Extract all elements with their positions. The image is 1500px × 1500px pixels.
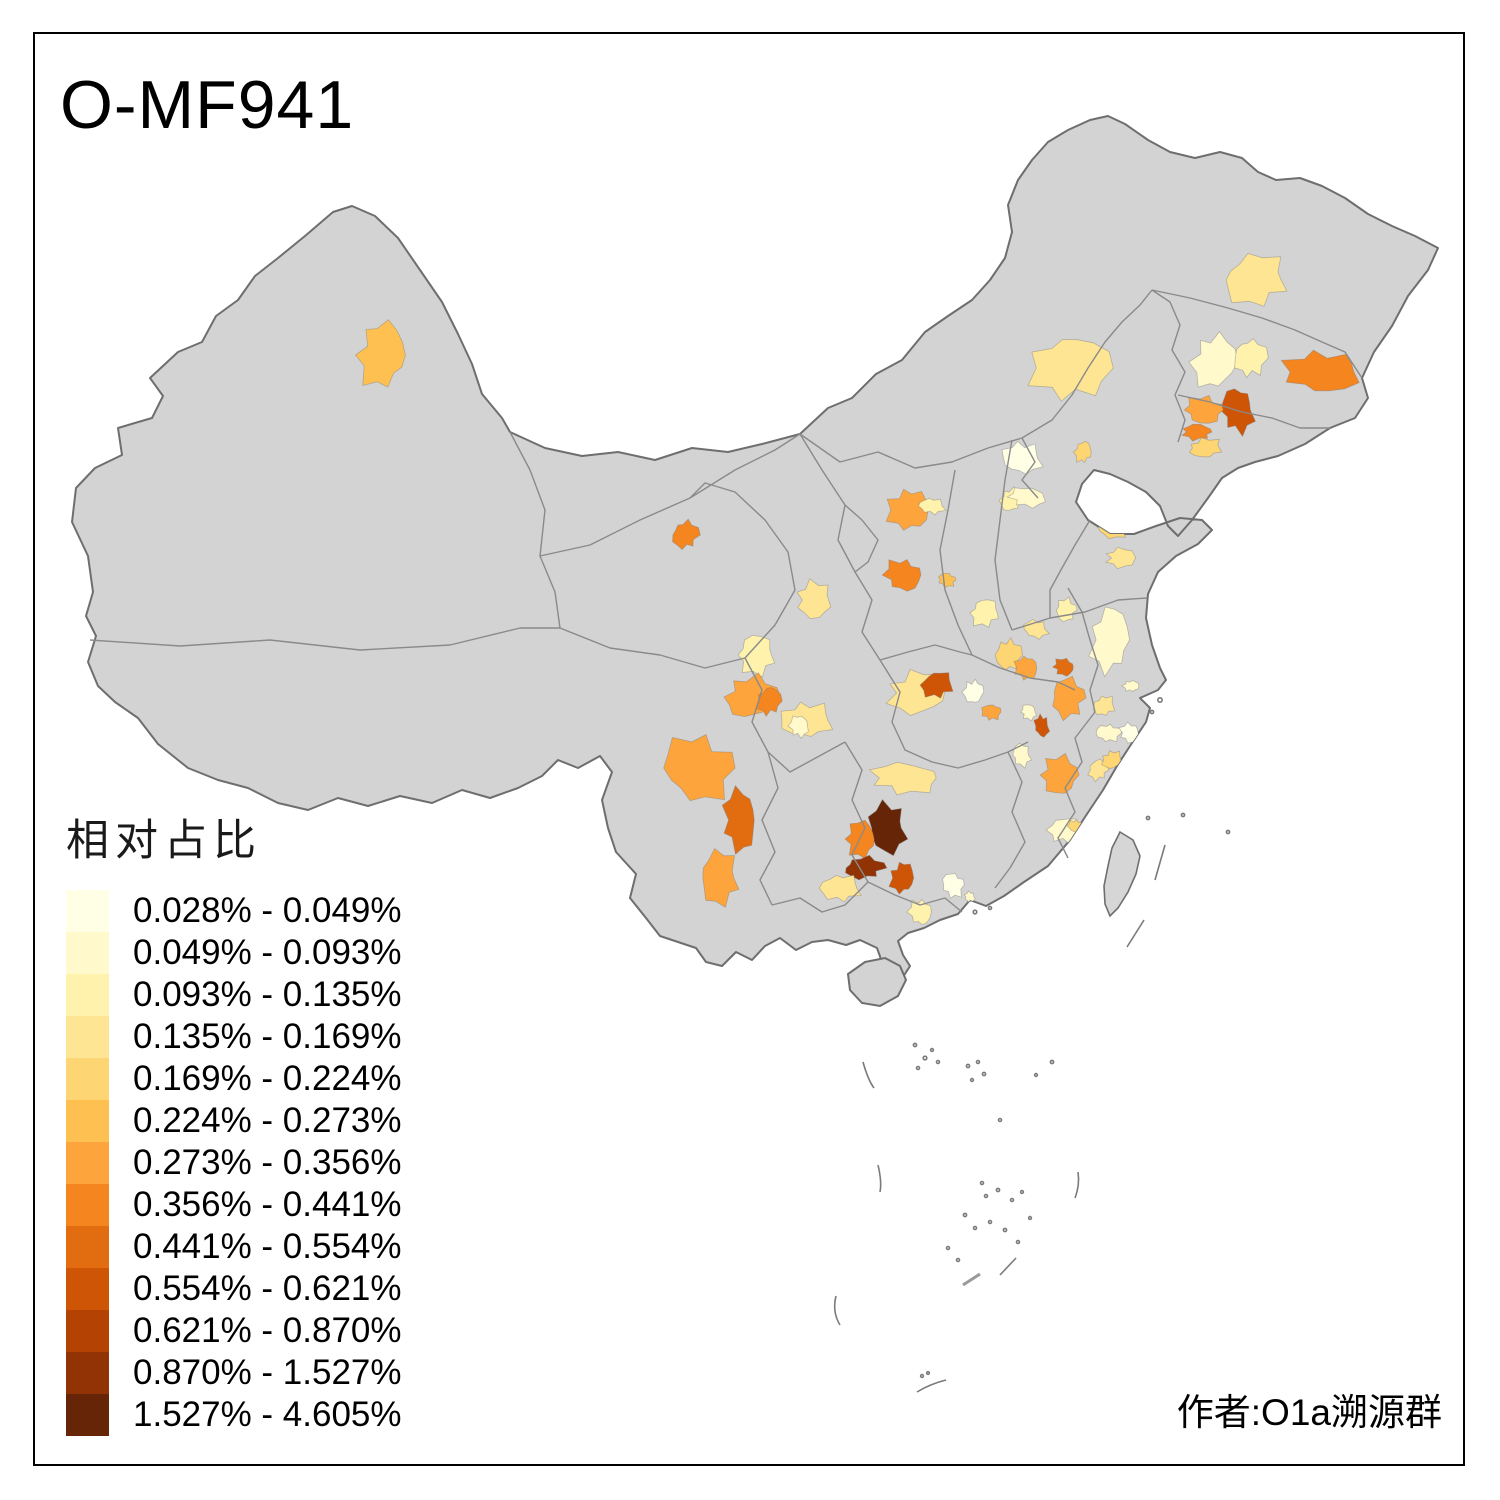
legend-swatch <box>66 1184 109 1226</box>
map-region <box>1095 723 1123 743</box>
map-region <box>969 599 999 628</box>
legend-label: 1.527% - 4.605% <box>133 1395 402 1434</box>
map-region <box>1006 487 1047 509</box>
legend-label: 0.135% - 0.169% <box>133 1017 402 1056</box>
map-region <box>919 672 954 699</box>
map-region <box>663 734 736 802</box>
map-region <box>1120 679 1140 692</box>
legend-label: 0.028% - 0.049% <box>133 891 402 930</box>
map-region <box>1183 394 1224 424</box>
map-region <box>1072 440 1092 464</box>
legend-row: 0.554% - 0.621% <box>66 1268 402 1310</box>
map-region <box>1100 749 1122 769</box>
legend-swatch <box>66 1268 109 1310</box>
legend-row: 0.621% - 0.870% <box>66 1310 402 1352</box>
province-borders <box>89 289 1363 913</box>
plot-border <box>33 32 1465 1466</box>
map-region <box>917 497 947 516</box>
legend-row: 0.169% - 0.224% <box>66 1058 402 1100</box>
legend-label: 0.870% - 1.527% <box>133 1353 402 1392</box>
legend-row: 0.135% - 0.169% <box>66 1016 402 1058</box>
legend-label: 0.554% - 0.621% <box>133 1269 402 1308</box>
map-region <box>867 798 909 857</box>
map-region <box>1033 713 1051 738</box>
legend-label: 0.093% - 0.135% <box>133 975 402 1014</box>
map-region <box>796 578 832 620</box>
legend-row: 0.441% - 0.554% <box>66 1226 402 1268</box>
map-region <box>888 861 915 895</box>
legend-title: 相对占比 <box>66 817 262 865</box>
map-region <box>702 847 740 908</box>
legend-label: 0.441% - 0.554% <box>133 1227 402 1266</box>
legend-row: 0.049% - 0.093% <box>66 932 402 974</box>
legend-swatch <box>66 1058 109 1100</box>
legend-row: 0.224% - 0.273% <box>66 1100 402 1142</box>
legend-label: 0.621% - 0.870% <box>133 1311 402 1350</box>
map-region <box>961 678 985 703</box>
map-region <box>1105 546 1137 570</box>
map-region <box>1180 423 1213 442</box>
legend-row: 0.028% - 0.049% <box>66 890 402 932</box>
legend-swatch <box>66 890 109 932</box>
choropleth-regions <box>354 253 1360 926</box>
legend-swatch <box>66 932 109 974</box>
legend-row: 0.870% - 1.527% <box>66 1352 402 1394</box>
map-region <box>1088 606 1131 678</box>
map-region <box>881 558 922 592</box>
map-region <box>721 784 755 855</box>
map-region <box>1052 675 1087 722</box>
map-region <box>868 761 937 796</box>
legend-label: 0.224% - 0.273% <box>133 1101 402 1140</box>
legend-swatch <box>66 1142 109 1184</box>
sea-islands <box>833 696 1231 1393</box>
map-region <box>787 715 809 739</box>
map-region <box>1051 657 1074 677</box>
legend-swatch <box>66 1394 109 1436</box>
legend-swatch <box>66 1016 109 1058</box>
map-region <box>1019 704 1038 722</box>
legend-label: 0.169% - 0.224% <box>133 1059 402 1098</box>
legend-swatch <box>66 1352 109 1394</box>
map-region <box>981 704 1002 721</box>
map-region <box>906 898 932 926</box>
map-region <box>1039 752 1080 794</box>
map-region <box>942 873 965 899</box>
legend-rows: 0.028% - 0.049% 0.049% - 0.093% 0.093% - 0… <box>66 890 402 1436</box>
map-region <box>1280 349 1360 392</box>
taiwan-island <box>1103 830 1141 918</box>
legend: 相对占比 0.028% - 0.049% 0.049% - 0.093% 0.093… <box>66 806 402 1436</box>
map-region <box>1027 339 1114 402</box>
hainan-island <box>846 956 908 1008</box>
map-region <box>818 874 862 903</box>
legend-row: 0.093% - 0.135% <box>66 974 402 1016</box>
map-region <box>1225 253 1288 307</box>
map-region <box>1012 742 1033 769</box>
map-region <box>1234 338 1269 379</box>
legend-swatch <box>66 974 109 1016</box>
map-region <box>1188 437 1223 458</box>
map-region <box>885 488 929 531</box>
legend-row: 0.273% - 0.356% <box>66 1142 402 1184</box>
map-region <box>737 634 776 678</box>
legend-label: 0.356% - 0.441% <box>133 1185 402 1224</box>
attribution: 作者:O1a溯源群 <box>1176 1392 1442 1433</box>
map-region <box>672 518 701 551</box>
legend-row: 1.527% - 4.605% <box>66 1394 402 1436</box>
map-region <box>354 319 406 388</box>
legend-swatch <box>66 1310 109 1352</box>
map-region <box>755 687 783 717</box>
map-region <box>1188 330 1239 388</box>
legend-label: 0.273% - 0.356% <box>133 1143 402 1182</box>
legend-swatch <box>66 1100 109 1142</box>
page-title: O-MF941 <box>60 67 355 143</box>
legend-label: 0.049% - 0.093% <box>133 933 402 972</box>
legend-row: 0.356% - 0.441% <box>66 1184 402 1226</box>
legend-swatch <box>66 1226 109 1268</box>
